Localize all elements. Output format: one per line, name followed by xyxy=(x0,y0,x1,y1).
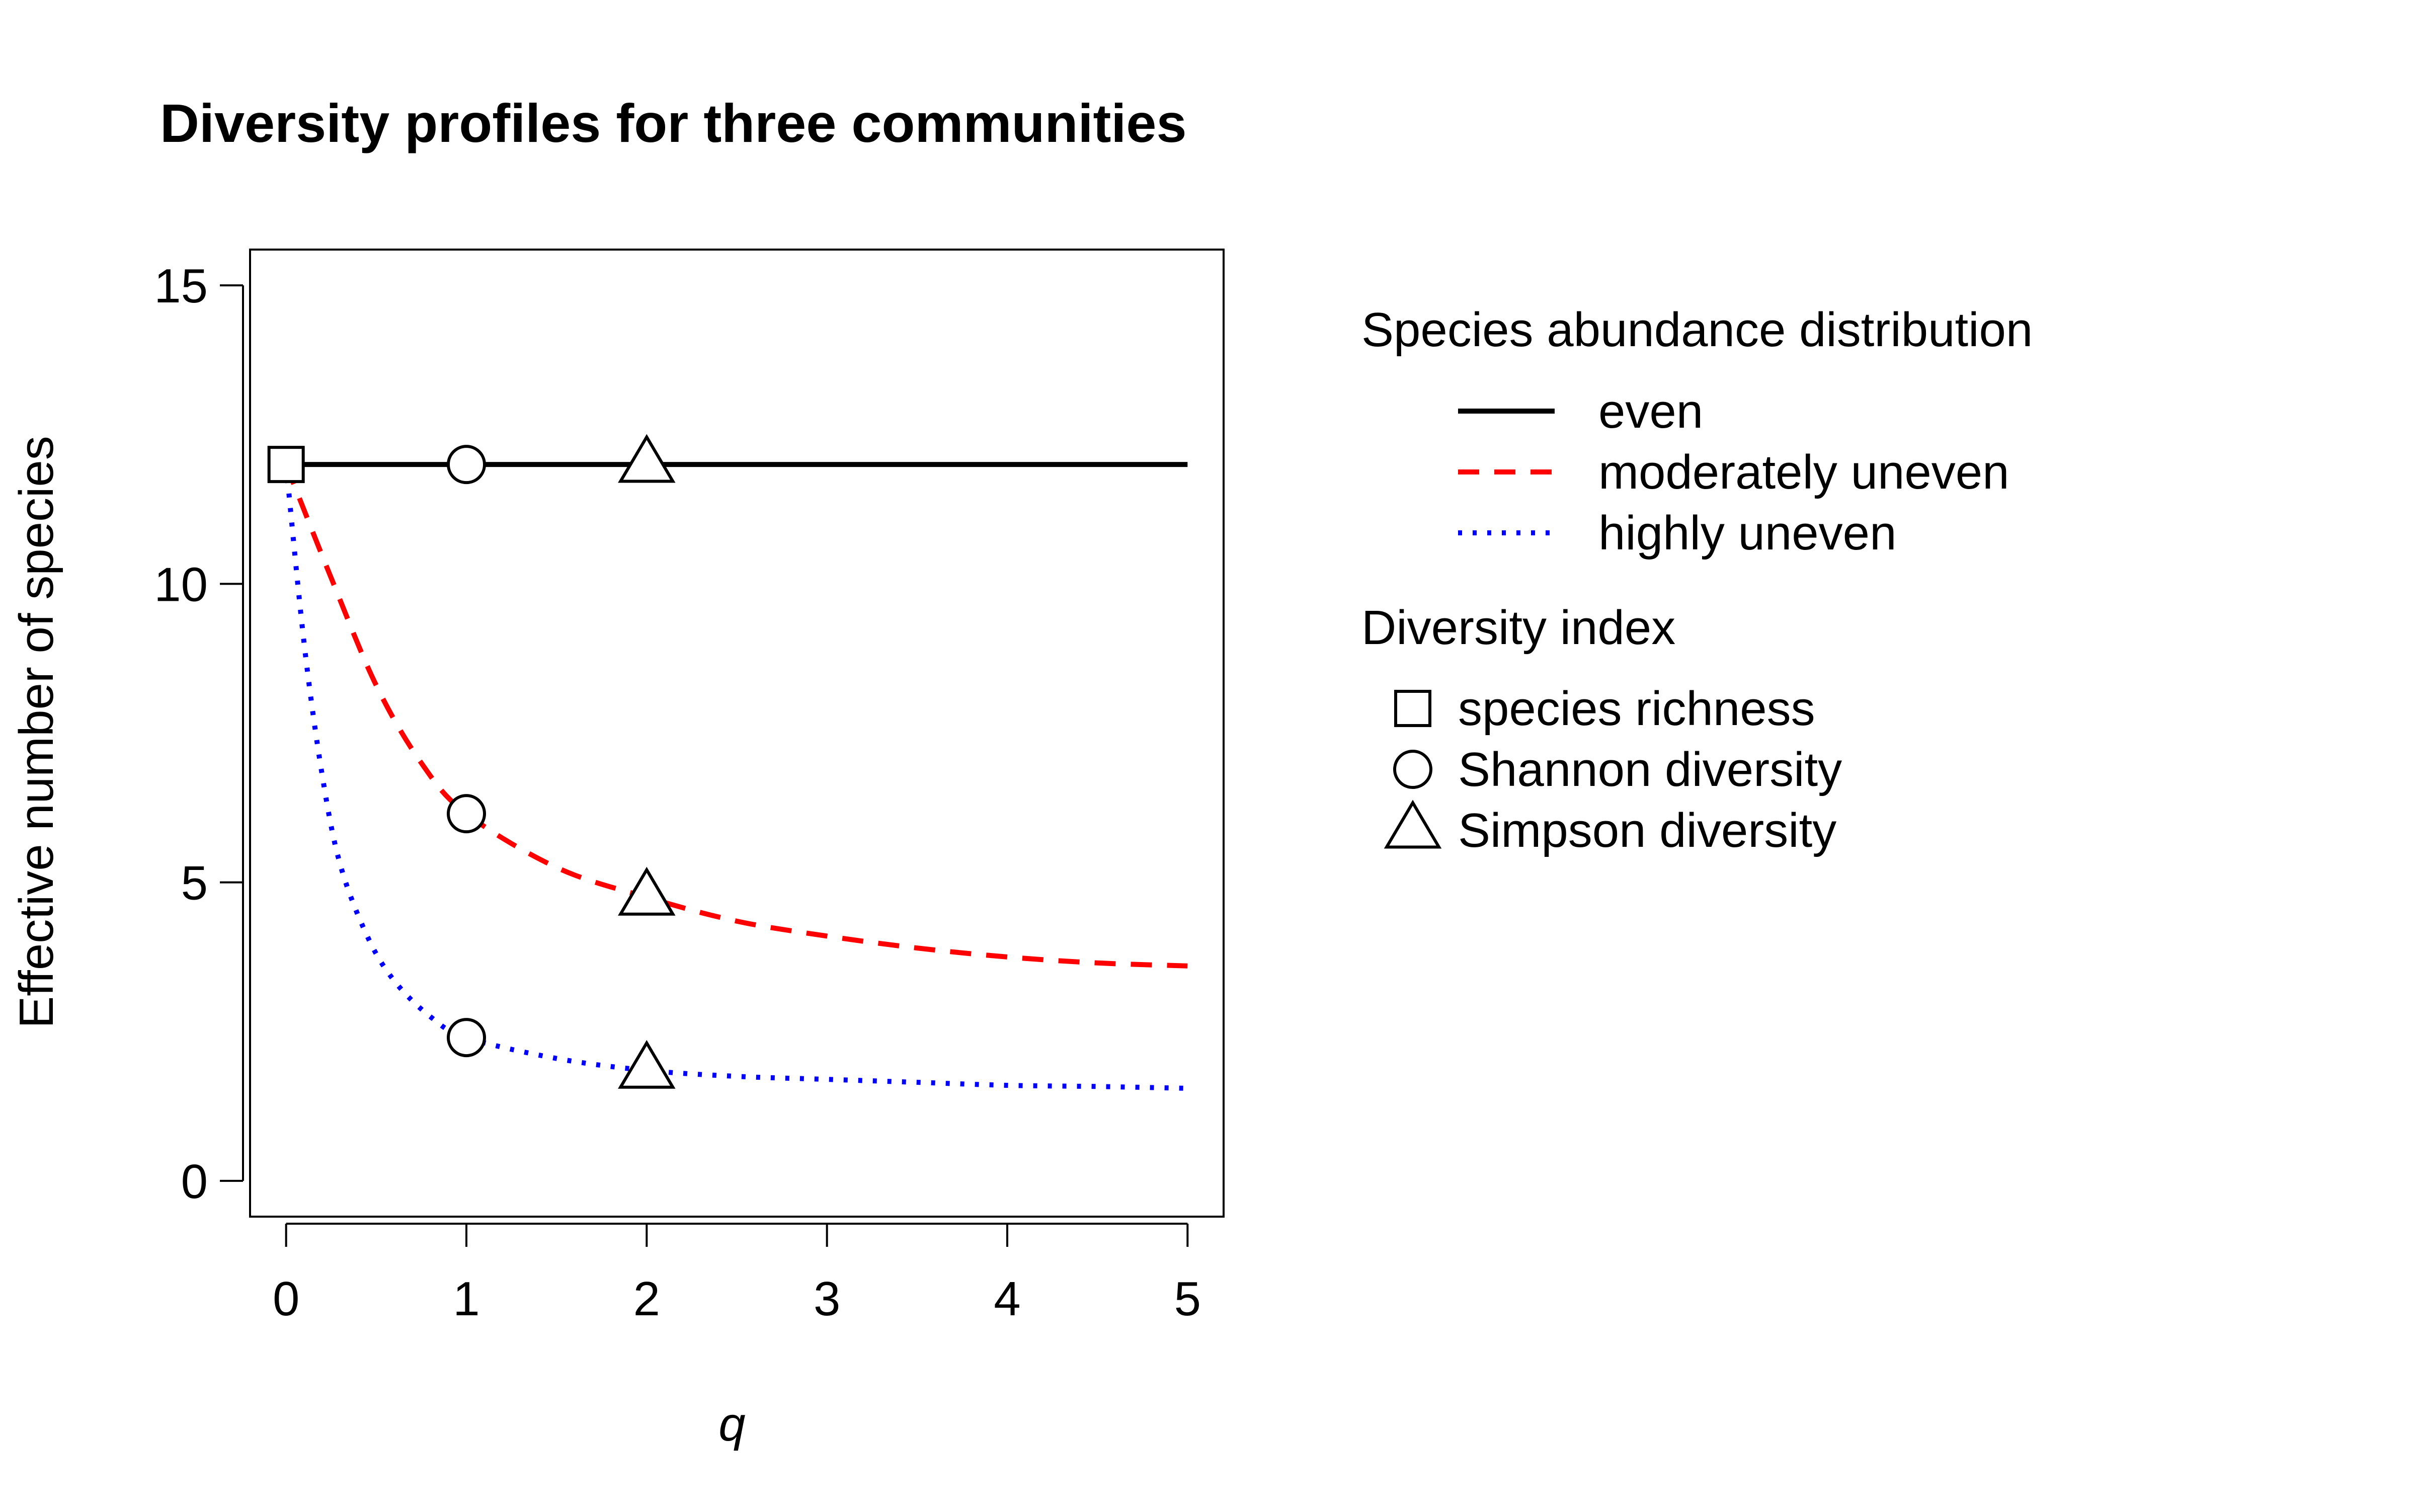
marker-triangle-moderately-uneven xyxy=(618,866,676,916)
marker-square-even xyxy=(267,446,305,484)
legend-line-label: highly uneven xyxy=(1598,506,1896,560)
x-tick-label: 4 xyxy=(994,1272,1020,1326)
y-tick-label: 5 xyxy=(181,856,208,910)
x-tick-label: 3 xyxy=(814,1272,840,1326)
legend-marker-circle xyxy=(1393,750,1432,789)
legend-marker-square xyxy=(1394,690,1431,727)
x-axis-label: q xyxy=(718,1397,745,1451)
x-tick-label: 0 xyxy=(273,1272,299,1326)
marker-triangle-even xyxy=(618,434,676,483)
legend-markers-title: Diversity index xyxy=(1361,601,1675,655)
chart-title: Diversity profiles for three communities xyxy=(160,93,1187,153)
x-tick-label: 2 xyxy=(633,1272,660,1326)
legend-line-label: moderately uneven xyxy=(1598,445,2009,499)
legend-marker-label: Simpson diversity xyxy=(1458,804,1836,857)
y-axis-label: Effective number of species xyxy=(10,436,63,1028)
marker-triangle-highly-uneven xyxy=(618,1040,676,1089)
legend: Species abundance distribution Diversity… xyxy=(1361,303,2033,857)
legend-marker-label: Shannon diversity xyxy=(1458,743,1842,797)
series-line-highly-uneven xyxy=(283,464,1188,1091)
y-tick-label: 15 xyxy=(154,259,208,313)
legend-lines-title: Species abundance distribution xyxy=(1361,303,2033,357)
series-line-moderately-uneven xyxy=(284,463,1188,969)
plot-area: 0 1 2 3 4 5 0 5 10 15 xyxy=(154,249,1225,1326)
y-tick-label: 0 xyxy=(181,1155,208,1209)
x-tick-label: 5 xyxy=(1174,1272,1201,1326)
legend-marker-triangle xyxy=(1384,800,1442,849)
plot-frame xyxy=(249,249,1225,1218)
marker-circle-highly-uneven xyxy=(447,1018,486,1058)
y-tick-label: 10 xyxy=(154,558,208,611)
legend-line-label: even xyxy=(1598,384,1703,438)
x-tick-label: 1 xyxy=(453,1272,479,1326)
marker-circle-moderately-uneven xyxy=(447,794,486,834)
legend-marker-label: species richness xyxy=(1458,682,1815,736)
marker-circle-even xyxy=(447,445,486,485)
